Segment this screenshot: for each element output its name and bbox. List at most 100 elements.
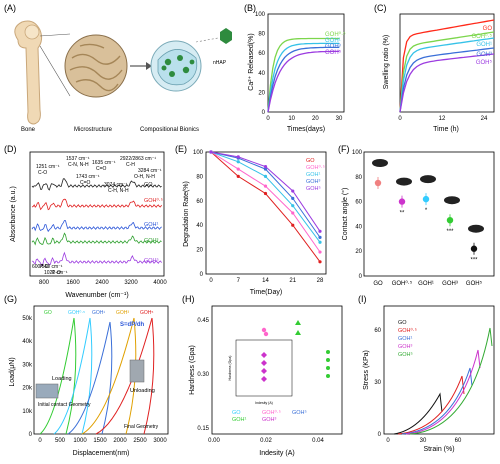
y-tick-label: 40k <box>22 339 33 345</box>
panel-d-letter: (D) <box>4 144 17 154</box>
x-tick-label: 2500 <box>133 438 147 444</box>
nhap-particles <box>161 55 195 77</box>
legend-entry: GO <box>44 310 52 316</box>
loading-curve <box>95 317 153 435</box>
unloading-curve <box>101 321 113 435</box>
stress-strain-curve <box>401 367 473 435</box>
x-tick-label: 0 <box>266 116 270 122</box>
panel-b-letter: (B) <box>244 3 256 13</box>
y-tick-label: 40 <box>196 223 203 229</box>
x-tick-label: 1600 <box>66 280 80 286</box>
spectrum-label: GOH³ <box>144 238 159 244</box>
stress-strain-curve <box>405 349 481 435</box>
ftir-spectrum <box>31 251 162 267</box>
initial-contact-inset <box>35 383 59 399</box>
loading-curve <box>53 317 91 435</box>
panel-f-axes <box>363 151 495 277</box>
label-bone: Bone <box>21 127 36 133</box>
peak-annotation: C-O <box>38 170 47 176</box>
spectrum-label: GOH⁵ <box>144 257 159 264</box>
peak-annotation: C=O <box>96 166 107 172</box>
y-tick-label: 40 <box>258 71 265 77</box>
y-tick-label: 0 <box>29 432 33 438</box>
panel-i-xlabel: Strain (%) <box>423 446 454 453</box>
panel-g-xlabel: Displacement(nm) <box>73 450 130 457</box>
stress-strain-curve <box>393 392 443 435</box>
degradation-line <box>210 151 321 238</box>
peak-annotation: O-H, N-H <box>134 174 155 180</box>
microstructure-texture <box>69 43 123 92</box>
panel-i-letter: (I) <box>358 294 367 304</box>
panel-g-axes <box>33 305 169 435</box>
category-label: GOH⁰·⁵ <box>392 280 413 287</box>
stress-strain-curve <box>397 375 465 435</box>
inset-hardness-point <box>261 368 267 374</box>
peak-annotation: 1635 cm⁻¹ <box>92 160 116 166</box>
legend-entry: GOH⁰·⁵ <box>262 409 281 416</box>
x-tick-label: 0.00 <box>208 438 220 444</box>
y-tick-label: 0 <box>200 272 204 278</box>
y-tick-label: 30k <box>22 362 33 368</box>
legend-entry: GOH⁰·⁵ <box>68 310 85 316</box>
legend-entry: GOH³ <box>306 179 321 185</box>
panel-e-axes <box>205 151 327 275</box>
panel-b: (B) 0 20 40 60 80 100 0 10 20 30 GOH⁰·⁵GOH¹GOH³G… <box>244 3 346 133</box>
legend-entry: GOH¹ <box>92 310 105 316</box>
y-tick-label: 40 <box>355 224 362 230</box>
x-tick-label: 10 <box>288 116 295 122</box>
y-tick-label: 80 <box>258 32 265 38</box>
legend-entry: GOH³ <box>262 417 277 423</box>
peak-annotation: 2922/2863 cm⁻¹ <box>120 156 156 162</box>
hardness-point <box>261 327 267 333</box>
degradation-line <box>210 151 321 232</box>
x-tick-label: 21 <box>289 278 296 284</box>
legend-entry: GOH⁵ <box>476 59 493 66</box>
loading-curve <box>81 317 135 435</box>
y-tick-label: 10k <box>22 409 33 415</box>
legend-entry: GOH³ <box>398 344 413 350</box>
y-tick-label: 100 <box>193 150 204 156</box>
panel-d-xlabel: Wavenumber (cm⁻¹) <box>65 292 128 299</box>
y-tick-label: 20 <box>258 90 265 96</box>
legend-entry: GO <box>398 320 407 326</box>
significance-marker: *** <box>470 258 478 264</box>
category-label: GOH³ <box>442 281 458 287</box>
panel-h-ylabel: Hardness (Gpa) <box>189 345 196 395</box>
contact-angle-point <box>374 179 382 187</box>
panel-h-inset-xlabel: Indesity (A) <box>255 401 273 405</box>
label-initial-contact: Initial contact Geometry <box>38 402 91 408</box>
x-tick-label: 3200 <box>124 280 138 286</box>
panel-c-axes <box>399 13 495 113</box>
peak-annotation: 1537 cm⁻¹ <box>66 156 90 162</box>
swelling-curve <box>399 37 495 113</box>
panel-i-ylabel: Stress (KPa) <box>363 350 370 390</box>
label-unloading: Unloading <box>130 388 155 394</box>
x-tick-label: 2000 <box>113 438 127 444</box>
hardness-point <box>326 366 330 370</box>
significance-marker: * <box>425 208 428 214</box>
legend-entry: GOH⁵ <box>292 409 307 416</box>
panel-h-axes <box>211 305 343 435</box>
peak-annotation: 3284 cm⁻¹ <box>138 168 162 174</box>
droplet-image <box>396 177 412 186</box>
legend-entry: GOH¹ <box>232 417 247 423</box>
label-stiffness: S=dP/dh <box>120 322 145 328</box>
inset-hardness-point <box>261 360 267 366</box>
x-tick-label: 30 <box>336 116 343 122</box>
contact-angle-point <box>422 195 430 203</box>
x-tick-label: 0 <box>386 438 390 444</box>
unloading-curve <box>65 317 77 435</box>
ca-release-curve <box>267 42 340 113</box>
swelling-curve <box>399 53 495 113</box>
legend-entry: GO <box>306 158 315 164</box>
y-tick-label: 0.30 <box>197 372 209 378</box>
legend-entry: GOH³ <box>116 310 129 316</box>
panel-f-letter: (F) <box>338 144 350 154</box>
x-tick-label: 500 <box>55 438 66 444</box>
peak-annotation: 3074 cm⁻¹ <box>104 182 128 188</box>
x-tick-label: 3000 <box>153 438 167 444</box>
microstructure-illustration <box>64 34 128 98</box>
ftir-spectrum <box>31 232 162 246</box>
